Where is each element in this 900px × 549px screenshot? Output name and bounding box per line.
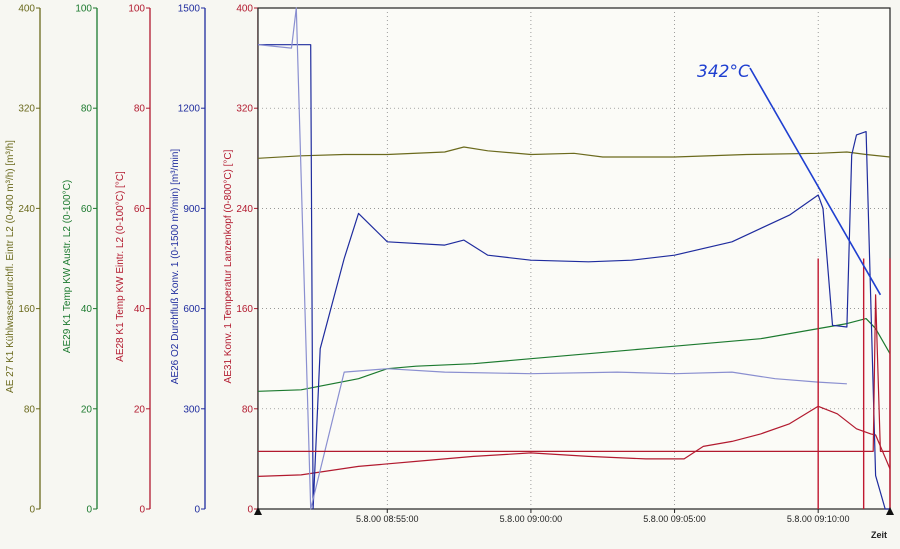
y-axis-ae28: 0 20 40 60 80 100 AE28 K1 Temp KW Eintr. L2 (0… <box>115 4 151 516</box>
y-axis-label: AE 27 K1 Kühlwasserdurchfl. Eintr L2 (0-… <box>5 140 16 393</box>
y-tick-label: 20 <box>134 404 146 415</box>
y-tick-label: 900 <box>183 204 200 215</box>
series-line-ae28-2 <box>257 405 891 477</box>
y-axis-label: AE26 O2 Durchfluß Konv. 1 (0-1500 m³/min… <box>170 149 181 385</box>
y-tick-label: 400 <box>18 4 35 15</box>
y-tick-label: 20 <box>81 404 93 415</box>
y-tick-label: 160 <box>236 304 253 315</box>
y-tick-label: 0 <box>29 505 35 516</box>
x-tick-label: 5.8.00 09:00:00 <box>500 514 563 524</box>
y-tick-label: 1200 <box>178 104 201 115</box>
y-tick-label: 240 <box>18 204 35 215</box>
x-start-marker <box>254 507 262 515</box>
y-tick-label: 100 <box>128 4 145 15</box>
y-axis-ae27: 0 80 160 240 320 400 AE 27 K1 Kühlwasserdurchf… <box>5 4 41 516</box>
series-line-ae26-3 <box>258 44 890 510</box>
y-tick-label: 60 <box>81 204 93 215</box>
y-tick-label: 240 <box>236 204 253 215</box>
y-tick-label: 60 <box>134 204 146 215</box>
x-axis-label: Zeit <box>871 530 887 540</box>
y-tick-label: 0 <box>194 505 200 516</box>
plot-area <box>257 7 891 510</box>
y-tick-label: 600 <box>183 304 200 315</box>
y-axis-ae29: 0 20 40 60 80 100 AE29 K1 Temp KW Austr. L2 (0… <box>62 4 98 516</box>
y-axis-ae26: 0 300 600 900 1200 1500 AE26 O2 Durchfluß Konv… <box>170 4 206 516</box>
y-tick-label: 160 <box>18 304 35 315</box>
y-tick-label: 1500 <box>178 4 201 15</box>
annotation-label: 342°C <box>697 62 750 82</box>
y-tick-label: 400 <box>236 4 253 15</box>
x-tick-label: 5.8.00 08:55:00 <box>356 514 419 524</box>
y-tick-label: 320 <box>236 104 253 115</box>
y-tick-label: 0 <box>86 505 92 516</box>
annotation: 342°C <box>697 62 882 296</box>
y-tick-label: 320 <box>18 104 35 115</box>
y-axis-label: AE29 K1 Temp KW Austr. L2 (0-100°C) <box>62 180 73 353</box>
annotation-pointer <box>749 67 882 296</box>
y-axis-ae31: 0 80 160 240 320 400 AE31 Konv. 1 Temperatur L… <box>223 4 259 516</box>
y-tick-label: 300 <box>183 404 200 415</box>
series <box>257 7 891 510</box>
y-tick-label: 0 <box>247 505 253 516</box>
y-tick-label: 40 <box>81 304 93 315</box>
x-axis: 5.8.00 08:55:00 5.8.00 09:00:00 5.8.00 09:… <box>254 507 894 540</box>
y-tick-label: 100 <box>75 4 92 15</box>
y-tick-label: 80 <box>24 404 36 415</box>
x-tick-label: 5.8.00 09:10:00 <box>787 514 850 524</box>
y-tick-label: 0 <box>139 505 145 516</box>
y-tick-label: 80 <box>134 104 146 115</box>
series-line-ae31-5 <box>258 294 890 452</box>
grid <box>258 8 890 509</box>
y-tick-label: 80 <box>242 404 254 415</box>
x-tick-label: 5.8.00 09:05:00 <box>643 514 706 524</box>
plot-frame <box>257 7 891 510</box>
series-line-ae27-0 <box>257 146 891 159</box>
y-tick-label: 40 <box>134 304 146 315</box>
series-line-ae29-1 <box>257 318 891 392</box>
x-end-marker <box>886 507 894 515</box>
y-axis-label: AE28 K1 Temp KW Eintr. L2 (0-100°C) [°C] <box>115 171 126 362</box>
series-line-ae26-4 <box>257 7 847 510</box>
y-axis-label: AE31 Konv. 1 Temperatur Lanzenkopf (0-80… <box>223 149 234 383</box>
y-tick-label: 80 <box>81 104 93 115</box>
